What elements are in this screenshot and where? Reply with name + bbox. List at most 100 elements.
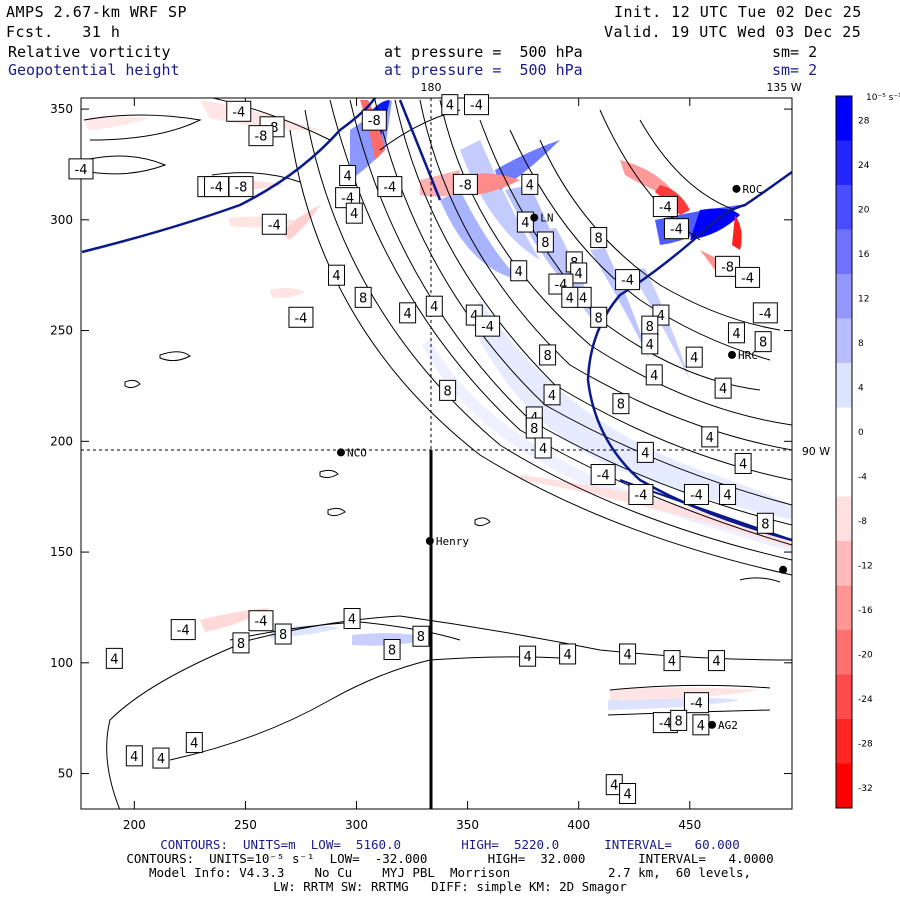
colorbar-frame <box>835 95 853 809</box>
contour-label: -4 <box>248 610 274 632</box>
contour-label-box <box>645 364 663 386</box>
colorbar-tick-label: 24 <box>858 161 870 171</box>
contour-label: 4 <box>701 426 719 448</box>
x-tick-label: 450 <box>678 818 701 832</box>
contour-label-text: 4 <box>446 99 454 114</box>
contour-label-box <box>590 227 608 249</box>
contour-label: -4 <box>683 692 709 714</box>
contour-label-box <box>727 322 745 344</box>
contour-label-text: -4 <box>690 488 703 503</box>
contour-label-text: 4 <box>348 613 356 628</box>
contour-label-box <box>663 650 681 672</box>
contour-label: 8 <box>539 344 557 366</box>
contour-label-box <box>663 218 689 240</box>
station-label: NCO <box>347 446 367 459</box>
contour-label: 4 <box>619 643 637 665</box>
lon-label-180: 180 <box>421 81 442 94</box>
colorbar-segment <box>836 674 852 720</box>
contour-label: -4 <box>590 464 616 486</box>
contour-label-box <box>734 452 752 474</box>
contour-label: 4 <box>125 745 143 767</box>
contour-label-box <box>636 441 654 463</box>
contour-label: -4 <box>68 158 94 180</box>
station-dot <box>425 536 434 545</box>
lon-label-135w: 135 W <box>766 81 801 94</box>
contour-label-text: 4 <box>668 655 676 670</box>
contour-label-text: 4 <box>130 750 138 765</box>
contour-label-text: 4 <box>521 216 529 231</box>
contour-label: -4 <box>226 100 252 122</box>
contour-label: 4 <box>619 782 637 804</box>
colorbar-segment <box>836 363 852 408</box>
contour-label: 4 <box>510 260 528 282</box>
contour-label-text: -8 <box>721 260 734 275</box>
contour-label-box <box>539 344 557 366</box>
contour-label: 4 <box>685 346 703 368</box>
colorbar-segment <box>836 407 852 453</box>
contour-label: -4 <box>615 269 641 291</box>
contour-label-box <box>521 173 539 195</box>
station-dot <box>779 565 788 574</box>
contour-label-text: 4 <box>623 648 631 663</box>
contour-label-text: 4 <box>343 170 351 185</box>
colorbar-tick-label: -12 <box>858 561 873 571</box>
field2-label: Geopotential height <box>8 61 180 79</box>
contour-label: -4 <box>377 176 403 198</box>
footer-height-contours: CONTOURS: UNITS=m LOW= 5160.0 HIGH= 5220… <box>160 837 740 852</box>
colorbar-segment <box>836 630 852 675</box>
contour-label-box <box>683 692 709 714</box>
contour-label-box <box>68 158 94 180</box>
y-tick-label: 50 <box>58 767 73 781</box>
contour-label: -4 <box>752 302 778 324</box>
colorbar-tick-label: -16 <box>858 606 873 616</box>
contour-label-text: -4 <box>232 105 245 120</box>
colorbar-segment <box>836 229 852 275</box>
y-tick-label: 150 <box>50 545 73 559</box>
contour-label-text: 4 <box>712 655 720 670</box>
contour-label: 4 <box>152 747 170 769</box>
colorbar-tick-label: -8 <box>858 517 867 527</box>
contour-label-box <box>345 202 363 224</box>
contour-label: 4 <box>641 333 659 355</box>
y-tick-label: 250 <box>50 324 73 338</box>
colorbar-tick-label: 8 <box>858 339 864 349</box>
contour-label-box <box>232 632 250 654</box>
contour-label-box <box>510 260 528 282</box>
contour-label-box <box>559 643 577 665</box>
contour-label-text: 4 <box>350 207 358 222</box>
colorbar-segment <box>836 96 852 141</box>
contour-label-box <box>719 483 737 505</box>
contour-label-box <box>412 625 430 647</box>
contour-label-box <box>701 426 719 448</box>
contour-label: 4 <box>105 647 123 669</box>
contour-label-text: -4 <box>634 488 647 503</box>
smoothing2-label: sm= 2 <box>772 61 818 79</box>
contour-label: 4 <box>605 774 623 796</box>
contour-label-box <box>377 176 403 198</box>
contour-label-text: 4 <box>523 650 531 665</box>
contour-label-box <box>534 437 552 459</box>
contour-label-text: -4 <box>470 99 483 114</box>
contour-label-box <box>516 211 534 233</box>
contour-label-text: 4 <box>563 648 571 663</box>
contour-label-text: -8 <box>254 130 267 145</box>
contour-label-box <box>685 346 703 368</box>
contour-label-box <box>185 732 203 754</box>
contour-label-text: 8 <box>675 714 683 729</box>
colorbar-tick-label: 16 <box>858 250 870 260</box>
contour-label-text: 4 <box>575 267 583 282</box>
contour-label-text: 8 <box>417 630 425 645</box>
contour-label-text: 8 <box>237 637 245 652</box>
x-tick-label: 250 <box>234 818 257 832</box>
colorbar-tick-label: -4 <box>858 472 867 482</box>
contour-label-text: 8 <box>759 336 767 351</box>
contour-label: 4 <box>561 286 579 308</box>
contour-label-text: 4 <box>566 291 574 306</box>
contour-label: -4 <box>463 94 489 116</box>
station-label: ROC <box>742 183 762 196</box>
contour-label: 4 <box>343 608 361 630</box>
contour-label-text: -4 <box>254 615 267 630</box>
colorbar-segment <box>836 185 852 230</box>
station-dot <box>336 448 345 457</box>
